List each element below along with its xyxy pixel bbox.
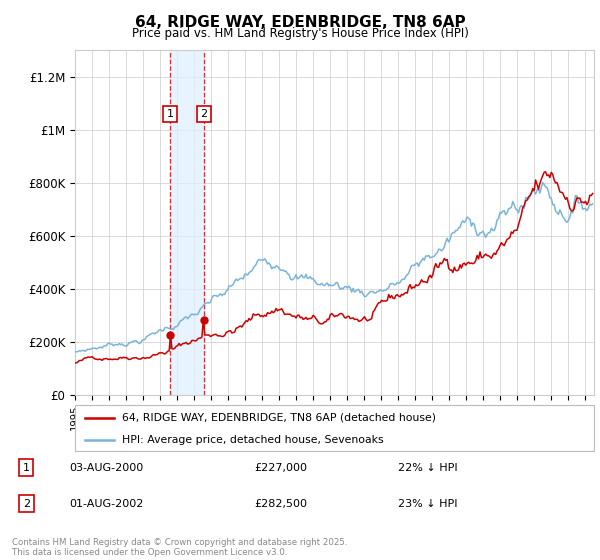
- Text: 64, RIDGE WAY, EDENBRIDGE, TN8 6AP: 64, RIDGE WAY, EDENBRIDGE, TN8 6AP: [134, 15, 466, 30]
- Text: £227,000: £227,000: [254, 463, 307, 473]
- Text: 1: 1: [166, 109, 173, 119]
- Text: 1: 1: [23, 463, 30, 473]
- Text: 03-AUG-2000: 03-AUG-2000: [70, 463, 144, 473]
- Text: 23% ↓ HPI: 23% ↓ HPI: [398, 499, 457, 509]
- Text: 22% ↓ HPI: 22% ↓ HPI: [398, 463, 458, 473]
- Text: Contains HM Land Registry data © Crown copyright and database right 2025.
This d: Contains HM Land Registry data © Crown c…: [12, 538, 347, 557]
- Text: 01-AUG-2002: 01-AUG-2002: [70, 499, 144, 509]
- Bar: [170, 50, 204, 395]
- Text: 2: 2: [200, 109, 208, 119]
- Text: Price paid vs. HM Land Registry's House Price Index (HPI): Price paid vs. HM Land Registry's House …: [131, 27, 469, 40]
- Text: £282,500: £282,500: [254, 499, 307, 509]
- Text: HPI: Average price, detached house, Sevenoaks: HPI: Average price, detached house, Seve…: [122, 435, 383, 445]
- Text: 64, RIDGE WAY, EDENBRIDGE, TN8 6AP (detached house): 64, RIDGE WAY, EDENBRIDGE, TN8 6AP (deta…: [122, 413, 436, 423]
- Text: 2: 2: [23, 499, 30, 509]
